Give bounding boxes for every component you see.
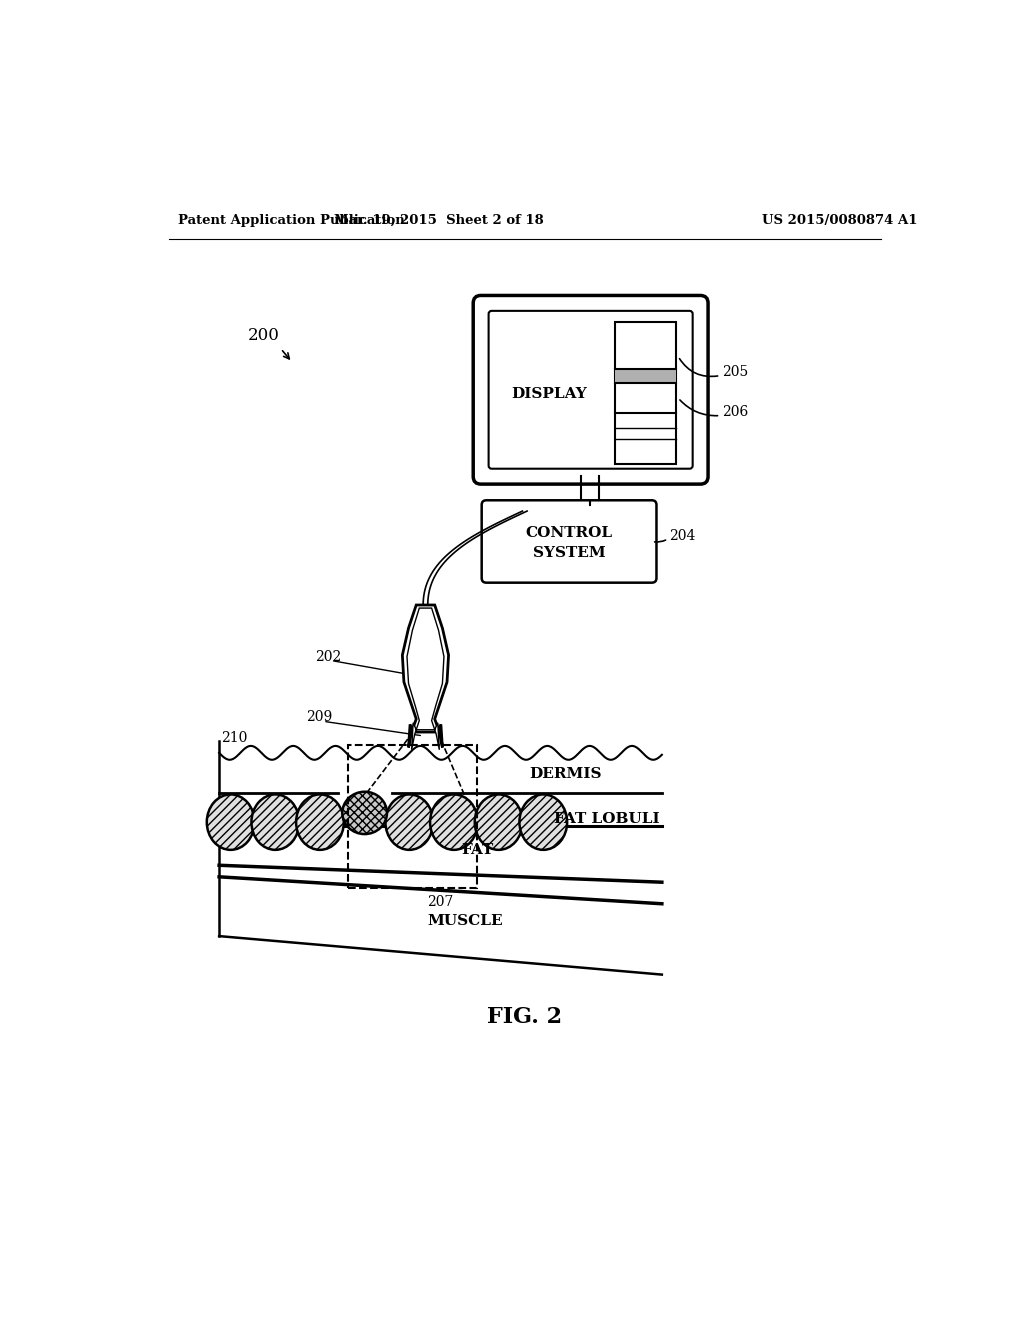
Text: 206: 206 (722, 405, 749, 420)
Text: DERMIS: DERMIS (529, 767, 602, 781)
Text: CONTROL
SYSTEM: CONTROL SYSTEM (525, 527, 612, 560)
Text: FAT: FAT (462, 843, 494, 857)
Text: 207: 207 (427, 895, 454, 909)
FancyBboxPatch shape (473, 296, 708, 484)
FancyBboxPatch shape (488, 312, 692, 469)
Text: FIG. 2: FIG. 2 (487, 1006, 562, 1028)
Bar (614, 322, 677, 465)
Ellipse shape (296, 795, 344, 850)
Polygon shape (407, 609, 444, 750)
Text: Patent Application Publication: Patent Application Publication (178, 214, 406, 227)
Text: FAT LOBULI: FAT LOBULI (554, 812, 659, 826)
Text: US 2015/0080874 A1: US 2015/0080874 A1 (762, 214, 918, 227)
Bar (614, 370, 677, 383)
Text: Mar. 19, 2015  Sheet 2 of 18: Mar. 19, 2015 Sheet 2 of 18 (334, 214, 544, 227)
Ellipse shape (252, 795, 299, 850)
Text: 204: 204 (670, 529, 696, 543)
FancyBboxPatch shape (481, 500, 656, 582)
Ellipse shape (475, 795, 522, 850)
Text: 205: 205 (722, 366, 749, 379)
Text: 200: 200 (248, 327, 280, 345)
Ellipse shape (430, 795, 478, 850)
Ellipse shape (207, 795, 255, 850)
Text: DISPLAY: DISPLAY (512, 387, 588, 401)
Text: MUSCLE: MUSCLE (427, 913, 503, 928)
Polygon shape (402, 605, 449, 747)
Bar (348, 744, 477, 888)
Ellipse shape (519, 795, 567, 850)
Text: 202: 202 (315, 651, 342, 664)
Ellipse shape (342, 792, 387, 834)
Text: 209: 209 (306, 710, 333, 725)
Ellipse shape (385, 795, 433, 850)
Text: 210: 210 (221, 731, 248, 746)
